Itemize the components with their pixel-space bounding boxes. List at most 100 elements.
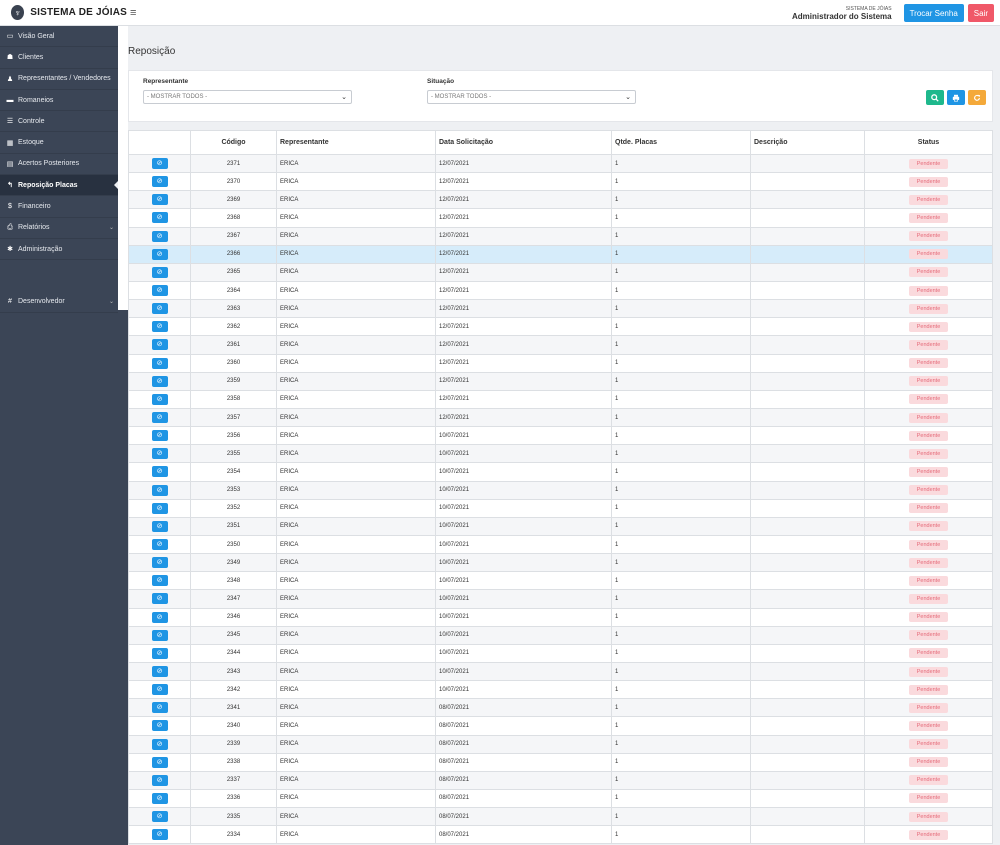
representante-select[interactable]: - MOSTRAR TODOS - ⌄ [143, 90, 352, 104]
table-row[interactable]: ⊘ 2351 ERICA 10/07/2021 1 Pendente [128, 516, 993, 536]
view-row-button[interactable]: ⊘ [151, 684, 168, 696]
view-row-button[interactable]: ⊘ [151, 575, 168, 587]
view-row-button[interactable]: ⊘ [151, 629, 168, 641]
table-row[interactable]: ⊘ 2371 ERICA 12/07/2021 1 Pendente [128, 153, 993, 174]
view-row-button[interactable]: ⊘ [151, 339, 168, 351]
view-row-button[interactable]: ⊘ [151, 375, 168, 387]
view-row-button[interactable]: ⊘ [151, 285, 168, 297]
table-row[interactable]: ⊘ 2344 ERICA 10/07/2021 1 Pendente [128, 643, 993, 663]
table-row[interactable]: ⊘ 2349 ERICA 10/07/2021 1 Pendente [128, 553, 993, 573]
table-row[interactable]: ⊘ 2370 ERICA 12/07/2021 1 Pendente [128, 172, 993, 192]
table-row[interactable]: ⊘ 2368 ERICA 12/07/2021 1 Pendente [128, 208, 993, 228]
table-row[interactable]: ⊘ 2336 ERICA 08/07/2021 1 Pendente [128, 788, 993, 809]
table-row[interactable]: ⊘ 2365 ERICA 12/07/2021 1 Pendente [128, 262, 993, 282]
situacao-select[interactable]: - MOSTRAR TODOS - ⌄ [427, 90, 636, 104]
view-row-button[interactable]: ⊘ [151, 811, 168, 823]
view-row-button[interactable]: ⊘ [151, 738, 168, 750]
table-row[interactable]: ⊘ 2343 ERICA 10/07/2021 1 Pendente [128, 661, 993, 682]
view-row-button[interactable]: ⊘ [151, 666, 168, 677]
table-row[interactable]: ⊘ 2339 ERICA 08/07/2021 1 Pendente [128, 734, 993, 754]
refresh-button[interactable] [968, 90, 986, 105]
sidebar-item-controle[interactable]: ☰ Controle [0, 111, 118, 133]
table-row[interactable]: ⊘ 2369 ERICA 12/07/2021 1 Pendente [128, 190, 993, 210]
sidebar-item-financeiro[interactable]: $ Financeiro [0, 196, 118, 218]
view-row-button[interactable]: ⊘ [151, 248, 168, 260]
col-header-qtde[interactable]: Qtde. Placas [611, 130, 751, 155]
view-row-button[interactable]: ⊘ [151, 593, 168, 605]
view-row-button[interactable]: ⊘ [151, 194, 168, 206]
view-row-button[interactable]: ⊘ [151, 448, 168, 460]
sidebar-item-relatorios[interactable]: ⎙ Relatórios ⌄ [0, 218, 118, 239]
table-row[interactable]: ⊘ 2346 ERICA 10/07/2021 1 Pendente [128, 607, 993, 627]
table-row[interactable]: ⊘ 2335 ERICA 08/07/2021 1 Pendente [128, 807, 993, 827]
table-row[interactable]: ⊘ 2348 ERICA 10/07/2021 1 Pendente [128, 571, 993, 591]
view-row-button[interactable]: ⊘ [151, 321, 168, 333]
view-row-button[interactable]: ⊘ [151, 393, 168, 405]
search-button[interactable] [926, 90, 944, 105]
table-row[interactable]: ⊘ 2360 ERICA 12/07/2021 1 Pendente [128, 353, 993, 373]
view-row-button[interactable]: ⊘ [151, 230, 168, 242]
logout-button[interactable]: Sair [967, 4, 994, 22]
table-row[interactable]: ⊘ 2362 ERICA 12/07/2021 1 Pendente [128, 317, 993, 337]
table-row[interactable]: ⊘ 2347 ERICA 10/07/2021 1 Pendente [128, 589, 993, 609]
view-row-button[interactable]: ⊘ [151, 720, 168, 732]
sidebar-item-desenvolvedor[interactable]: # Desenvolvedor ⌄ [0, 291, 118, 313]
table-row[interactable]: ⊘ 2355 ERICA 10/07/2021 1 Pendente [128, 444, 993, 464]
table-row[interactable]: ⊘ 2352 ERICA 10/07/2021 1 Pendente [128, 498, 993, 518]
sidebar-item-reposicao-placas[interactable]: ↰ Reposição Placas [0, 175, 118, 197]
table-row[interactable]: ⊘ 2356 ERICA 10/07/2021 1 Pendente [128, 426, 993, 446]
sidebar-item-representantes[interactable]: ♟ Representantes / Vendedores [0, 69, 118, 90]
table-row[interactable]: ⊘ 2357 ERICA 12/07/2021 1 Pendente [128, 407, 993, 428]
view-row-button[interactable]: ⊘ [151, 702, 168, 714]
view-row-button[interactable]: ⊘ [151, 829, 168, 841]
view-row-button[interactable]: ⊘ [151, 647, 168, 659]
table-row[interactable]: ⊘ 2350 ERICA 10/07/2021 1 Pendente [128, 534, 993, 555]
sidebar-item-visao-geral[interactable]: ▭ Visão Geral [0, 26, 118, 48]
brand[interactable]: ♆ SISTEMA DE JÓIAS [0, 0, 127, 26]
view-row-button[interactable]: ⊘ [151, 357, 168, 369]
view-row-button[interactable]: ⊘ [151, 756, 168, 768]
view-row-button[interactable]: ⊘ [151, 611, 168, 623]
sidebar-item-administracao[interactable]: ✱ Administração [0, 239, 118, 261]
table-row[interactable]: ⊘ 2342 ERICA 10/07/2021 1 Pendente [128, 680, 993, 700]
view-row-button[interactable]: ⊘ [151, 466, 168, 478]
sidebar-item-acertos[interactable]: ▤ Acertos Posteriores [0, 154, 118, 176]
view-row-button[interactable]: ⊘ [151, 176, 168, 188]
table-row[interactable]: ⊘ 2338 ERICA 08/07/2021 1 Pendente [128, 752, 993, 772]
view-row-button[interactable]: ⊘ [151, 484, 168, 496]
col-header-data[interactable]: Data Solicitação [435, 130, 612, 155]
view-row-button[interactable]: ⊘ [151, 412, 168, 424]
table-row[interactable]: ⊘ 2366 ERICA 12/07/2021 1 Pendente [128, 244, 993, 264]
table-row[interactable]: ⊘ 2337 ERICA 08/07/2021 1 Pendente [128, 770, 993, 790]
table-row[interactable]: ⊘ 2354 ERICA 10/07/2021 1 Pendente [128, 462, 993, 482]
change-password-button[interactable]: Trocar Senha [903, 4, 964, 22]
table-row[interactable]: ⊘ 2359 ERICA 12/07/2021 1 Pendente [128, 371, 993, 391]
view-row-button[interactable]: ⊘ [151, 774, 168, 786]
table-row[interactable]: ⊘ 2334 ERICA 08/07/2021 1 Pendente [128, 825, 993, 845]
table-row[interactable]: ⊘ 2367 ERICA 12/07/2021 1 Pendente [128, 226, 993, 246]
view-row-button[interactable]: ⊘ [151, 430, 168, 442]
table-row[interactable]: ⊘ 2341 ERICA 08/07/2021 1 Pendente [128, 698, 993, 718]
table-row[interactable]: ⊘ 2361 ERICA 12/07/2021 1 Pendente [128, 335, 993, 355]
view-row-button[interactable]: ⊘ [151, 502, 168, 514]
table-row[interactable]: ⊘ 2345 ERICA 10/07/2021 1 Pendente [128, 625, 993, 645]
view-row-button[interactable]: ⊘ [151, 303, 168, 315]
table-row[interactable]: ⊘ 2353 ERICA 10/07/2021 1 Pendente [128, 480, 993, 500]
table-row[interactable]: ⊘ 2358 ERICA 12/07/2021 1 Pendente [128, 389, 993, 409]
sidebar-item-estoque[interactable]: ▦ Estoque [0, 132, 118, 154]
menu-toggle-icon[interactable]: ≡ [130, 6, 137, 19]
col-header-representante[interactable]: Representante [276, 130, 436, 155]
sidebar-item-romaneios[interactable]: ▬ Romaneios [0, 90, 118, 112]
sidebar-item-clientes[interactable]: ☗ Clientes [0, 47, 118, 69]
table-row[interactable]: ⊘ 2364 ERICA 12/07/2021 1 Pendente [128, 280, 993, 301]
table-row[interactable]: ⊘ 2340 ERICA 08/07/2021 1 Pendente [128, 716, 993, 736]
print-button[interactable] [947, 90, 965, 105]
col-header-codigo[interactable]: Código [190, 130, 277, 155]
col-header-descricao[interactable]: Descrição [750, 130, 865, 155]
view-row-button[interactable]: ⊘ [151, 520, 168, 532]
view-row-button[interactable]: ⊘ [151, 557, 168, 569]
col-header-status[interactable]: Status [864, 130, 993, 155]
view-row-button[interactable]: ⊘ [151, 792, 168, 804]
view-row-button[interactable]: ⊘ [151, 266, 168, 278]
view-row-button[interactable]: ⊘ [151, 212, 168, 224]
